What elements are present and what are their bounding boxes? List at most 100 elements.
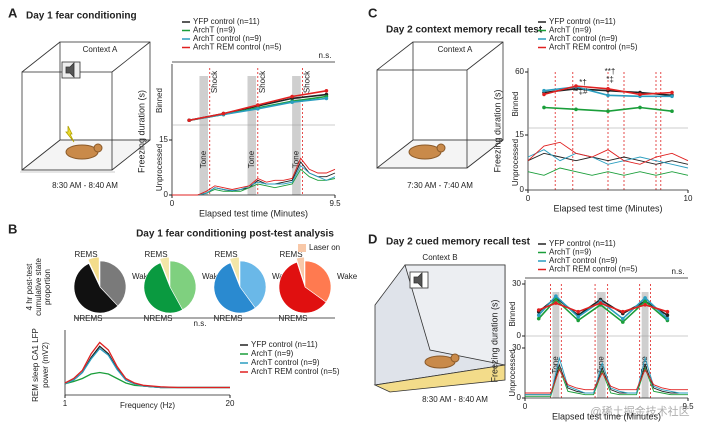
tone-label: Tone <box>247 150 256 168</box>
tone-label: Tone <box>199 150 208 168</box>
pie-slice <box>73 263 119 314</box>
time-label: 8:30 AM - 8:40 AM <box>52 181 118 190</box>
pie-slice <box>229 256 240 284</box>
x-tick-label: 0 <box>170 199 175 208</box>
pie-label: NREMS <box>74 314 103 323</box>
binned-point <box>576 318 580 323</box>
y-axis-label: Freezing duration (s) <box>492 89 502 172</box>
pie-label: REMS <box>214 250 237 259</box>
binned-point <box>598 301 603 305</box>
binned-point <box>665 313 670 318</box>
y-axis-label: cumulative state <box>34 258 43 316</box>
watermark: @稀土掘金技术社区 <box>590 404 689 418</box>
legend-label: ArchT control (n=9) <box>193 34 262 43</box>
tone-label: Tone <box>292 150 301 168</box>
binned-label: Binned <box>155 88 164 113</box>
y-axis-label: power (mV2) <box>41 342 50 388</box>
context-label: Context B <box>422 253 457 262</box>
binned-point <box>290 100 294 104</box>
pie-slice <box>143 262 183 314</box>
binned-point <box>643 296 647 300</box>
series-line <box>64 345 230 389</box>
binned-point <box>574 84 578 88</box>
shock-label: Shock <box>303 70 312 93</box>
binned-point <box>542 105 546 110</box>
unprocessed-label: Unprocessed <box>155 144 164 191</box>
binned-point <box>606 109 610 113</box>
y-axis-label: 4 hr post-test <box>25 263 34 310</box>
unprocessed-label: Unprocessed <box>511 139 520 186</box>
legend-label: ArchT REM control (n=5) <box>549 265 638 274</box>
ns-label: n.s. <box>194 319 207 328</box>
shock-label: Shock <box>258 70 267 93</box>
series-line <box>527 149 689 169</box>
tone-bar <box>641 292 649 398</box>
context-d-box <box>373 264 506 393</box>
pie-label: NREMS <box>279 314 308 323</box>
binned-point <box>574 107 578 112</box>
pie-slice <box>213 262 256 314</box>
x-axis-label: Frequency (Hz) <box>120 401 175 410</box>
legend-label: ArchT (n=9) <box>251 349 294 358</box>
legend-label: YFP control (n=11) <box>193 17 260 26</box>
y-tick-label: 15 <box>159 135 168 144</box>
panel-title: Day 1 fear conditioning post-test analys… <box>136 229 334 240</box>
binned-point <box>621 320 625 324</box>
context-c-box <box>375 41 505 169</box>
tone-label: Tone <box>551 356 560 374</box>
pie-label: Wake <box>132 272 153 281</box>
pie-slice <box>304 260 332 303</box>
x-tick-label: 9.5 <box>329 199 341 208</box>
tone-bar <box>597 292 606 398</box>
significance-label: **‡# <box>572 87 588 96</box>
pie-slice <box>169 260 197 311</box>
binned-label: Binned <box>511 92 520 117</box>
binned-point <box>665 316 670 321</box>
binned-point <box>670 109 674 113</box>
binned-point <box>638 105 642 110</box>
panel-label: D <box>368 231 377 246</box>
panel-title: Day 2 context memory recall test <box>386 25 543 36</box>
binned-point <box>606 87 610 91</box>
binned-point <box>536 313 541 318</box>
panel-label: C <box>368 5 378 20</box>
binned-point <box>643 299 647 304</box>
legend-label: ArchT (n=9) <box>549 248 592 257</box>
y-tick-label: 15 <box>515 130 524 139</box>
legend-label: ArchT (n=9) <box>193 26 236 35</box>
legend-label: YFP control (n=11) <box>549 17 616 26</box>
binned-point <box>542 92 546 97</box>
binned-point <box>621 309 625 314</box>
context-label: Context A <box>83 45 118 54</box>
panel-title: Day 1 fear conditioning <box>26 11 137 22</box>
unprocessed-label: Unprocessed <box>508 349 517 396</box>
ns-label: n.s. <box>672 267 685 276</box>
binned-label: Binned <box>508 302 517 327</box>
legend-label: YFP control (n=11) <box>549 239 616 248</box>
panel-title: Day 2 cued memory recall test <box>386 237 531 248</box>
binned-point <box>638 92 642 97</box>
tone-bar <box>292 76 301 195</box>
x-tick-label: 9.5 <box>682 402 694 411</box>
series-line <box>527 167 689 176</box>
y-tick-label: 0 <box>520 185 525 194</box>
time-label: 8:30 AM - 8:40 AM <box>422 395 488 404</box>
binned-point <box>290 94 294 99</box>
legend-label: ArchT control (n=9) <box>549 34 618 43</box>
shock-label: Shock <box>210 70 219 93</box>
pie-slice <box>278 261 327 314</box>
y-tick-label: 60 <box>515 67 524 76</box>
context-a-box <box>20 41 152 173</box>
series-line <box>527 152 689 165</box>
x-tick-label: 0 <box>526 194 531 203</box>
series-line <box>525 366 688 397</box>
series-line <box>525 368 688 394</box>
panel-label: B <box>8 221 17 236</box>
binned-point <box>187 118 191 123</box>
binned-point <box>670 94 674 99</box>
binned-point <box>255 103 260 107</box>
tone-label: Tone <box>596 356 605 374</box>
laser-swatch <box>298 244 306 252</box>
x-axis-label: Elapsed test time (Minutes) <box>553 203 662 213</box>
